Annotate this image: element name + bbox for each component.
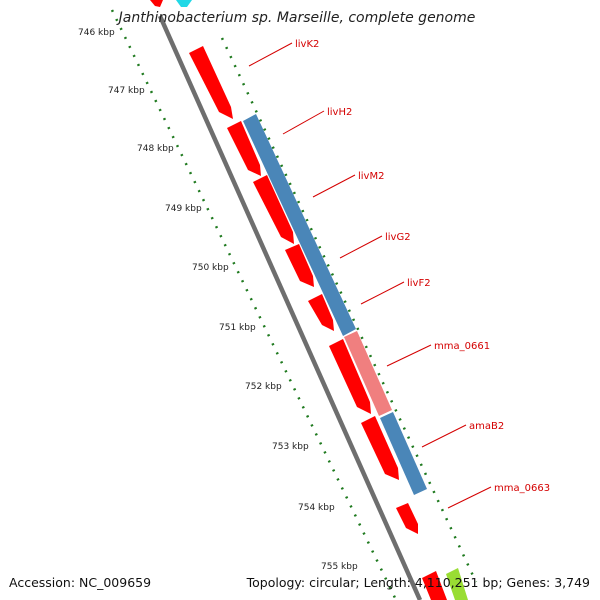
gene-label-livH2: livH2 [327, 107, 352, 118]
gene-arrow-livG2 [285, 244, 314, 287]
blast-hit-blue-1 [243, 114, 356, 336]
backbone-ring [157, 15, 423, 600]
tick-label: 746 kbp [78, 28, 115, 38]
gene-label-mma_0663: mma_0663 [494, 483, 550, 494]
gene-arrow-amaB2 [361, 416, 399, 480]
inner-dotted-ring [220, 37, 478, 583]
leader-line-livF2 [360, 281, 405, 305]
topology-text: Topology: circular; Length: 4,110,251 bp… [246, 575, 590, 590]
tick-label: 754 kbp [298, 503, 335, 513]
tick-label: 748 kbp [137, 144, 174, 154]
leader-line-livH2 [282, 110, 325, 135]
gene-label-amaB2: amaB2 [469, 421, 504, 432]
leader-line-mma_0663 [447, 486, 492, 509]
accession-text: Accession: NC_009659 [9, 575, 152, 590]
gene-arrow-mma_0661 [329, 339, 371, 414]
gene-label-livG2: livG2 [385, 232, 411, 243]
tick-label: 752 kbp [245, 382, 282, 392]
tick-label: 747 kbp [108, 86, 145, 96]
tick-label: 755 kbp [321, 562, 358, 572]
gene-fragment-bottom-red [422, 571, 447, 600]
leader-line-livM2 [312, 174, 356, 198]
tick-label: 750 kbp [192, 263, 229, 273]
gene-label-mma_0661: mma_0661 [434, 341, 490, 352]
tick-label: 753 kbp [272, 442, 309, 452]
gene-label-livF2: livF2 [407, 278, 431, 289]
gene-arrow-livF2 [308, 294, 334, 331]
gene-arrow-livK2 [189, 46, 233, 119]
gene-arrow-mma_0663 [396, 503, 418, 534]
tick-label: 751 kbp [219, 323, 256, 333]
gene-arrow-livM2 [253, 175, 294, 244]
gene-fragment-bottom-green [446, 568, 468, 600]
gene-label-livM2: livM2 [358, 171, 384, 182]
tick-label: 749 kbp [165, 204, 202, 214]
leader-line-livK2 [248, 42, 293, 67]
blast-hit-blue-2 [380, 412, 427, 495]
gene-arrow-livH2 [227, 121, 261, 176]
outer-dotted-ring [110, 9, 398, 600]
leader-line-mma_0661 [386, 344, 432, 367]
blast-hit-pink [344, 331, 392, 416]
gene-fragment-top-cyan [176, 0, 192, 7]
leader-line-livG2 [339, 235, 383, 259]
gene-label-livK2: livK2 [295, 39, 319, 50]
gene-fragment-top-red [150, 0, 163, 7]
leader-line-amaB2 [421, 424, 467, 448]
map-title: Janthinobacterium sp. Marseille, complet… [116, 10, 476, 26]
